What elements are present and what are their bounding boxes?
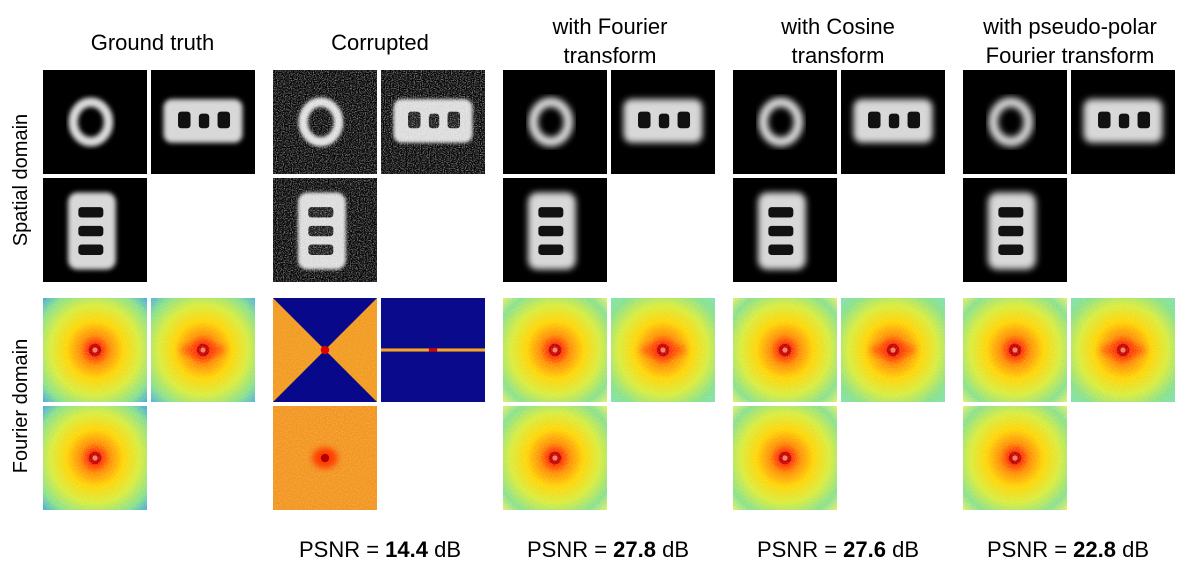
fourier-tile-side-spectrum xyxy=(841,298,945,402)
psnr-cosine: PSNR = 27.6 dB xyxy=(756,537,920,562)
spatial-tile-side-view xyxy=(151,70,255,174)
fourier-tile-side-spectrum xyxy=(1071,298,1175,402)
spatial-tile-ring xyxy=(273,70,377,174)
fourier-tile-side-spectrum xyxy=(151,298,255,402)
psnr-corrupted: PSNR = 14.4 dB xyxy=(298,537,462,562)
fourier-tile-corrupted-line xyxy=(381,298,485,402)
spatial-tile-ring xyxy=(43,70,147,174)
psnr-value: 22.8 xyxy=(1073,537,1116,562)
spatial-tile-side-view xyxy=(381,70,485,174)
column-title-cosine: with Cosine transform xyxy=(781,14,895,68)
column-title-fourier: with Fourier transform xyxy=(552,14,668,68)
row-label-spatial-domain: Spatial domain xyxy=(10,113,32,247)
spatial-tile-top-view xyxy=(273,178,377,282)
fourier-tile-ring-spectrum xyxy=(503,298,607,402)
spatial-tile-ring xyxy=(503,70,607,174)
spatial-tile-top-view xyxy=(43,178,147,282)
fourier-tile-ring-spectrum xyxy=(963,298,1067,402)
spatial-tile-top-view xyxy=(963,178,1067,282)
fourier-tile-top-spectrum xyxy=(503,406,607,510)
spatial-tile-side-view xyxy=(611,70,715,174)
fourier-tile-ring-spectrum xyxy=(43,298,147,402)
spatial-tile-side-view xyxy=(841,70,945,174)
spatial-tile-ring xyxy=(733,70,837,174)
psnr-pseudo-polar: PSNR = 22.8 dB xyxy=(986,537,1150,562)
psnr-fourier: PSNR = 27.8 dB xyxy=(526,537,690,562)
fourier-tile-corrupted-bowtie xyxy=(273,298,377,402)
fourier-tile-corrupted-spectrum xyxy=(273,406,377,510)
fourier-tile-side-spectrum xyxy=(611,298,715,402)
spatial-tile-side-view xyxy=(1071,70,1175,174)
column-title-pseudo-polar: with pseudo-polar Fourier transform xyxy=(983,14,1157,68)
fourier-tile-top-spectrum xyxy=(733,406,837,510)
psnr-value: 27.8 xyxy=(613,537,656,562)
psnr-value: 14.4 xyxy=(385,537,428,562)
spatial-tile-top-view xyxy=(503,178,607,282)
column-title-corrupted: Corrupted xyxy=(331,30,429,55)
spatial-tile-top-view xyxy=(733,178,837,282)
fourier-tile-ring-spectrum xyxy=(733,298,837,402)
spatial-tile-ring xyxy=(963,70,1067,174)
fourier-tile-top-spectrum xyxy=(963,406,1067,510)
column-title-ground-truth: Ground truth xyxy=(90,30,215,55)
row-label-fourier-domain: Fourier domain xyxy=(10,338,32,474)
psnr-value: 27.6 xyxy=(843,537,886,562)
fourier-tile-top-spectrum xyxy=(43,406,147,510)
